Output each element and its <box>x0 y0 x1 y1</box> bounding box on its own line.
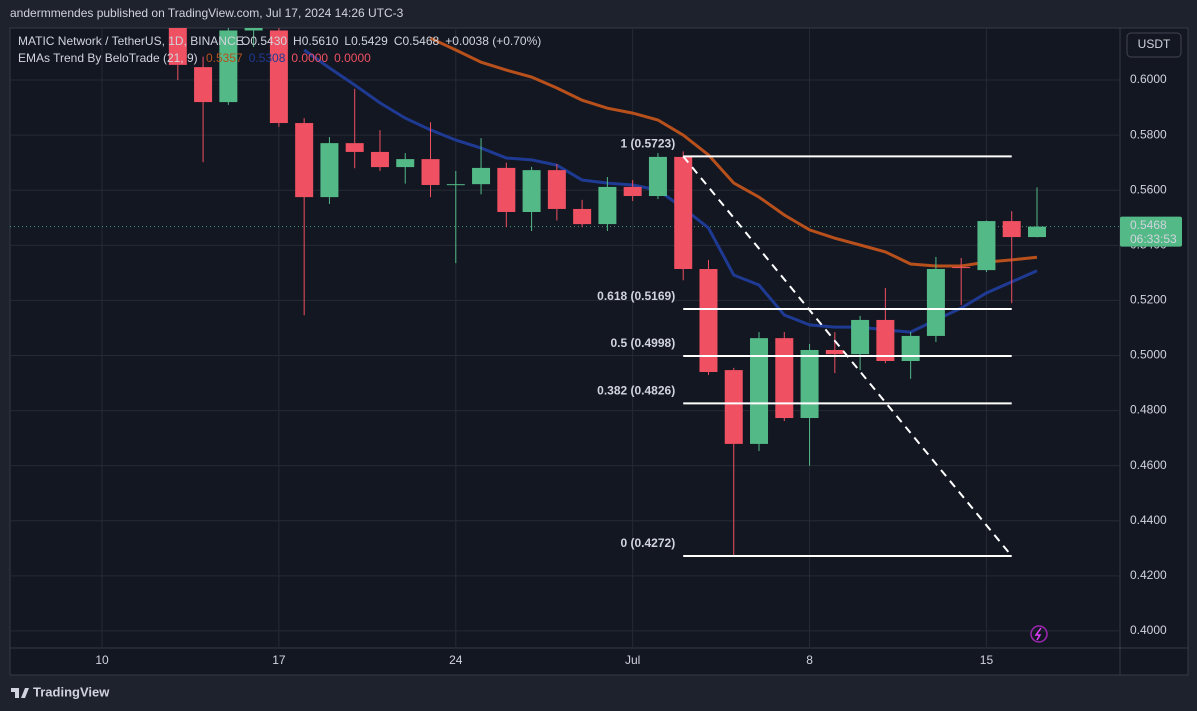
candle-body <box>472 167 491 185</box>
symbol: MATIC Network / TetherUS, 1D, BINANCE <box>18 34 244 48</box>
overlay: 0.4000 0.4200 0.4400 0.4600 0.4800 0.5000 0.52… <box>95 72 1182 667</box>
candle-body <box>825 349 844 355</box>
candle-body <box>598 186 617 225</box>
chart-area <box>9 27 1189 676</box>
x-tick-label: 10 <box>95 653 109 667</box>
candle-body <box>320 143 339 198</box>
candle-body <box>876 319 895 361</box>
candle-body <box>750 338 769 444</box>
y-tick-label: 0.4400 <box>1130 513 1167 527</box>
fib-label: 0.5 (0.4998) <box>610 336 675 350</box>
indicator: EMAs Trend By BeloTrade (21, 9) <box>18 51 198 65</box>
indicator-value: 0.0000 <box>291 51 328 65</box>
footer-brand: TradingView <box>33 684 110 699</box>
indicator-value: 0.0000 <box>334 51 371 65</box>
ohlc-value: H0.5610 <box>293 34 339 48</box>
candle-body <box>370 151 389 168</box>
y-tick-label: 0.6000 <box>1130 72 1167 86</box>
candle-body <box>446 184 465 186</box>
candle-body <box>219 30 238 103</box>
candle-body <box>800 349 819 419</box>
x-tick-label: Jul <box>625 653 640 667</box>
x-tick-label: 17 <box>272 653 286 667</box>
candle-body <box>497 167 516 212</box>
x-tick-label: 24 <box>449 653 463 667</box>
candle-body <box>396 159 415 168</box>
candle-body <box>269 30 288 124</box>
y-tick-label: 0.4000 <box>1130 623 1167 637</box>
publisher: andermmendes published on TradingView.co… <box>10 6 404 20</box>
fib-label: 0.618 (0.5169) <box>597 289 675 303</box>
x-tick-label: 15 <box>980 653 994 667</box>
fib-label: 1 (0.5723) <box>621 137 676 151</box>
price-tag-label: 0.5468 <box>1130 218 1167 232</box>
fib-label: 0.382 (0.4826) <box>597 384 675 398</box>
candle-body <box>977 221 996 271</box>
alert-icon[interactable] <box>1030 625 1048 643</box>
candle-body <box>901 335 920 361</box>
y-tick-label: 0.4600 <box>1130 458 1167 472</box>
y-tick-label: 0.5600 <box>1130 182 1167 196</box>
candle-body <box>851 319 870 355</box>
currency-label: USDT <box>1138 37 1171 51</box>
candle-body <box>345 143 364 152</box>
candle-body <box>674 156 693 270</box>
price-tag <box>1120 216 1182 247</box>
y-tick-label: 0.5000 <box>1130 348 1167 362</box>
candle-body <box>724 370 743 444</box>
candle-body <box>547 170 566 209</box>
candle-body <box>952 267 971 269</box>
alert-bolt <box>1034 627 1042 641</box>
ema-line <box>303 48 1038 334</box>
indicator-value: 0.5357 <box>206 51 243 65</box>
candle-body <box>623 186 642 197</box>
ohlc-value: C0.5468 <box>394 34 440 48</box>
currency-button[interactable] <box>1126 32 1182 58</box>
candle-body <box>699 269 718 373</box>
candle-body <box>194 67 213 103</box>
ohlc-legend: O0.5430 H0.5610 L0.5429 C0.5468 +0.0038 (+0.… <box>241 34 541 48</box>
indicator-values: 0.5357 0.5308 0.0000 0.0000 <box>206 51 371 65</box>
y-tick-label: 0.5800 <box>1130 127 1167 141</box>
candle-body <box>421 159 440 185</box>
candle-body <box>648 156 667 197</box>
candle-body <box>168 28 187 65</box>
candle-body <box>775 338 794 419</box>
candle-body <box>522 170 541 212</box>
candle-body <box>573 208 592 225</box>
y-tick-label: 0.4200 <box>1130 568 1167 582</box>
y-tick-label: 0.4800 <box>1130 403 1167 417</box>
y-tick-label: 0.5200 <box>1130 293 1167 307</box>
ohlc-value: L0.5429 <box>344 34 388 48</box>
candle-body <box>1002 221 1021 238</box>
fib-trend-line <box>682 155 1013 557</box>
countdown: 06:33:53 <box>1130 232 1177 246</box>
indicator-value: 0.5308 <box>249 51 286 65</box>
candle-body <box>295 123 314 198</box>
plot: 1 (0.5723) 0.618 (0.5169) 0.5 (0.4998) 0.38… <box>10 28 1120 648</box>
x-tick-label: 8 <box>806 653 813 667</box>
logo-icon <box>11 688 29 698</box>
fib-label: 0 (0.4272) <box>621 536 676 550</box>
ohlc-value: +0.0038 (+0.70%) <box>445 34 541 48</box>
ohlc-value: O0.5430 <box>241 34 287 48</box>
candle-body <box>926 269 945 336</box>
candle-body <box>244 28 263 31</box>
candle-body <box>1027 226 1046 238</box>
